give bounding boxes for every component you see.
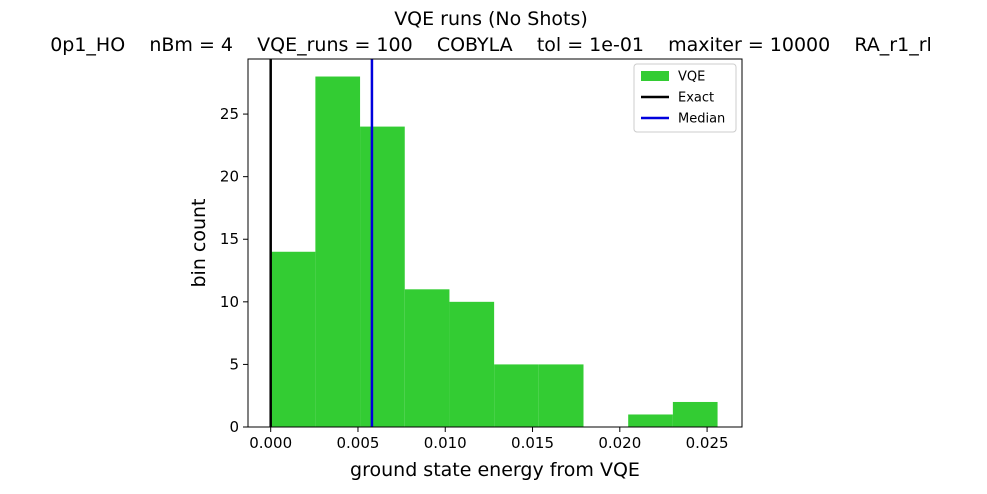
- x-tick-label: 0.010: [424, 434, 467, 452]
- histogram-bar: [315, 76, 361, 428]
- y-tick-label: 15: [220, 230, 239, 248]
- x-tick-label: 0.000: [249, 434, 292, 452]
- chart-subtitle: 0p1_HO nBm = 4 VQE_runs = 100 COBYLA tol…: [50, 34, 932, 56]
- legend-label-exact: Exact: [678, 91, 714, 106]
- chart-title: VQE runs (No Shots): [394, 8, 588, 30]
- y-tick-label: 20: [220, 168, 239, 186]
- x-tick-label: 0.020: [598, 434, 641, 452]
- legend: VQE Exact Median: [633, 63, 737, 133]
- x-axis-label: ground state energy from VQE: [350, 459, 640, 481]
- y-tick-label: 10: [220, 293, 239, 311]
- histogram-bar: [672, 401, 718, 427]
- histogram-bar: [449, 301, 495, 427]
- x-tick-label: 0.015: [511, 434, 554, 452]
- plot-frame: [247, 58, 743, 428]
- histogram-bar: [404, 289, 450, 427]
- y-tick-label: 5: [229, 355, 239, 373]
- histogram-bar: [628, 414, 673, 427]
- histogram-bar: [494, 364, 539, 427]
- legend-swatch-vqe: [641, 71, 669, 81]
- histogram-bar: [270, 251, 316, 427]
- x-tick-label: 0.025: [686, 434, 729, 452]
- histogram-bar: [538, 364, 584, 427]
- x-tick-label: 0.005: [336, 434, 379, 452]
- histogram-bar: [360, 126, 405, 428]
- x-axis: 0.000 0.005 0.010 0.015 0.020 0.025: [249, 427, 729, 452]
- histogram-bars: [270, 76, 718, 428]
- reference-lines: [269, 59, 374, 427]
- y-tick-label: 25: [220, 105, 239, 123]
- y-tick-label: 0: [229, 418, 239, 436]
- y-axis-label: bin count: [188, 198, 210, 287]
- y-axis: 0 5 10 15 20 25: [220, 105, 248, 436]
- legend-label-median: Median: [678, 112, 725, 127]
- legend-label-vqe: VQE: [678, 70, 705, 85]
